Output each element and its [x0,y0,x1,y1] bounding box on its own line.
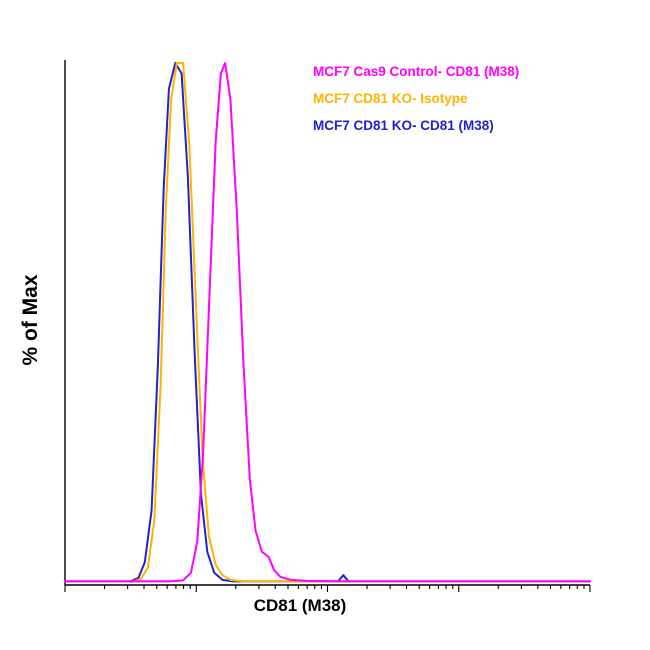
legend: MCF7 Cas9 Control- CD81 (M38) MCF7 CD81 … [313,58,519,139]
series-curve [64,62,591,583]
legend-item-ko-cd81: MCF7 CD81 KO- CD81 (M38) [313,118,494,133]
x-axis-label: CD81 (M38) [253,596,347,615]
series-curve [64,62,591,583]
y-axis-label: % of Max [19,274,42,366]
series-curve [64,62,591,583]
legend-item-cas9-control: MCF7 Cas9 Control- CD81 (M38) [313,64,520,79]
legend-item-ko-isotype: MCF7 CD81 KO- Isotype [313,91,468,106]
